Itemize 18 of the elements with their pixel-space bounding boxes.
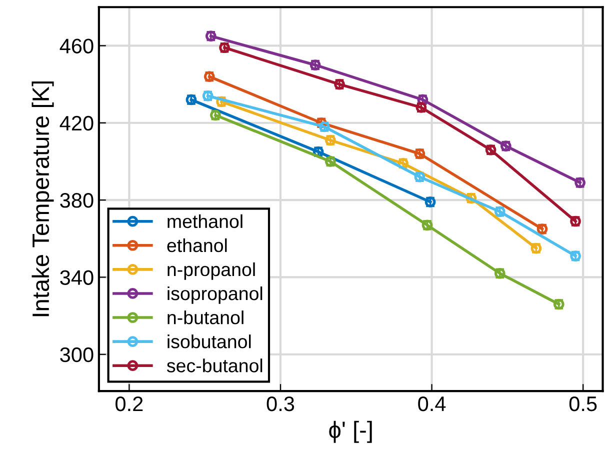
x-tick-label: 0.2: [116, 396, 143, 412]
x-tick-label: 0.4: [418, 396, 446, 412]
legend-label: isopropanol: [168, 286, 262, 304]
y-tick-label: 380: [60, 193, 94, 208]
x-tick-label: 0.3: [266, 396, 294, 412]
y-tick-label: 300: [60, 347, 94, 362]
y-axis-title: Intake Temperature [K]: [32, 82, 54, 316]
x-axis-title: ϕ' [-]: [329, 420, 372, 443]
legend-label: sec-butanol: [166, 358, 262, 372]
y-tick-label: 460: [60, 38, 94, 54]
x-tick-label: 0.5: [569, 396, 597, 412]
legend-label: ethanol: [167, 238, 227, 252]
legend-label: n-butanol: [168, 310, 244, 324]
y-tick-label: 420: [60, 116, 94, 131]
legend-label: methanol: [168, 214, 242, 228]
legend-label: n-propanol: [168, 262, 255, 280]
legend-label: isobutanol: [168, 334, 251, 348]
y-tick-label: 340: [60, 270, 94, 285]
